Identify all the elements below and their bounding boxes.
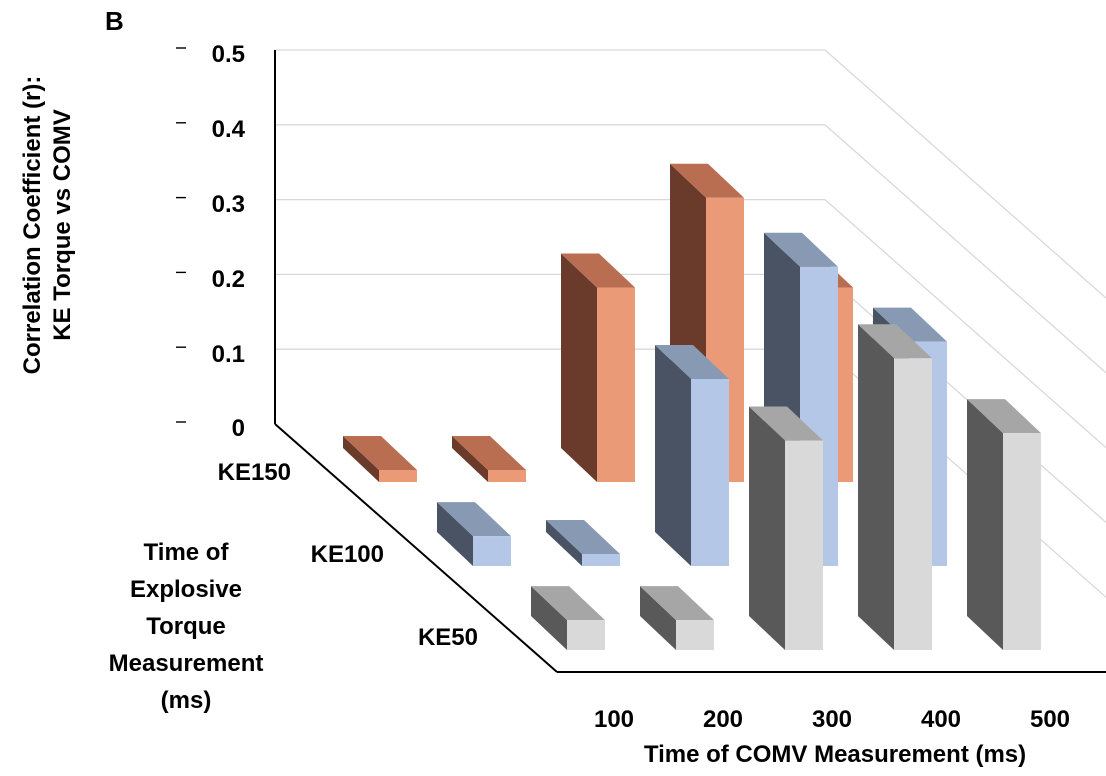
series-label-ke100: KE100 (311, 541, 384, 568)
bar-ke100-100-side (437, 502, 473, 566)
bar-ke50-100-top (531, 586, 605, 621)
bar-ke100-100-top (437, 502, 511, 537)
depth-axis-line (274, 423, 558, 673)
labels: B 0.5 0.4 0.3 0.2 0.1 0 Correlation Coef… (19, 6, 1070, 768)
axes (274, 50, 1106, 673)
x-axis-title: Time of COMV Measurement (ms) (644, 741, 1026, 768)
bar-ke150-200-top (452, 436, 526, 470)
bar-ke100-200-top (546, 520, 620, 554)
gridline (824, 124, 1106, 374)
bar-ke50-400-top (858, 324, 932, 359)
series-label-ke150: KE150 (218, 459, 291, 486)
y-tick-label: 0 (232, 415, 245, 442)
depth-axis-title: (ms) (161, 687, 212, 714)
gridline (824, 49, 1106, 299)
bar-ke50-200 (676, 620, 714, 650)
x-tick-label: 200 (703, 706, 743, 733)
bar-ke50-200-side (640, 586, 676, 650)
y-tick-label: 0.1 (212, 341, 245, 368)
bar-ke150-100-side (343, 436, 379, 482)
series-label-ke50: KE50 (418, 624, 478, 651)
bar-ke150-300 (597, 287, 635, 482)
bar-ke150-200-side (452, 436, 488, 482)
bar-ke150-300-side (561, 253, 597, 482)
y-tick-label: 0.2 (212, 266, 245, 293)
x-tick-label: 100 (594, 706, 634, 733)
bar-ke100-200-side (546, 520, 582, 566)
bar-ke50-400 (894, 358, 932, 650)
bar-ke150-200 (488, 470, 526, 482)
bar-ke150-300-top (561, 253, 635, 288)
x-tick-label: 500 (1030, 706, 1070, 733)
bar-ke50-300 (785, 440, 823, 650)
gridlines (176, 47, 1106, 598)
bar-ke50-300-side (749, 406, 785, 650)
bar-ke100-200 (582, 554, 620, 566)
bars (343, 163, 1041, 650)
gridline (824, 199, 1106, 449)
bar-ke150-400-top (670, 163, 744, 198)
y-axis-title: Correlation Coefficient (r): (19, 76, 46, 375)
x-tick-label: 300 (812, 706, 852, 733)
bar-ke50-100 (567, 620, 605, 650)
bar-ke50-100-side (531, 586, 567, 650)
bar-ke50-500 (1003, 433, 1041, 650)
bar-ke150-100-top (343, 436, 417, 470)
bar-ke100-300-top (655, 345, 729, 379)
bar-ke100-100 (473, 536, 511, 566)
y-axis-title: KE Torque vs COMV (49, 109, 76, 341)
x-tick-label: 400 (921, 706, 961, 733)
bar-ke50-500-top (967, 399, 1041, 434)
gridline (824, 273, 1106, 523)
bar-ke50-500-side (967, 399, 1003, 650)
bar-ke50-200-top (640, 586, 714, 621)
bar-ke100-300 (691, 379, 729, 566)
bar-ke50-300-top (749, 406, 823, 441)
depth-axis-title: Explosive (130, 576, 242, 603)
depth-axis-title: Time of (144, 539, 230, 566)
depth-axis-title: Torque (146, 613, 226, 640)
bar-ke100-300-side (655, 345, 691, 566)
bar-ke50-400-side (858, 324, 894, 650)
y-tick-label: 0.5 (212, 41, 245, 68)
panel-label: B (105, 6, 124, 36)
y-tick-label: 0.3 (212, 191, 245, 218)
y-tick-label: 0.4 (212, 116, 246, 143)
bar-ke150-100 (379, 470, 417, 482)
bar-ke100-400-top (764, 232, 838, 267)
depth-axis-title: Measurement (109, 650, 264, 677)
bar-ke100-500-top (873, 307, 947, 342)
